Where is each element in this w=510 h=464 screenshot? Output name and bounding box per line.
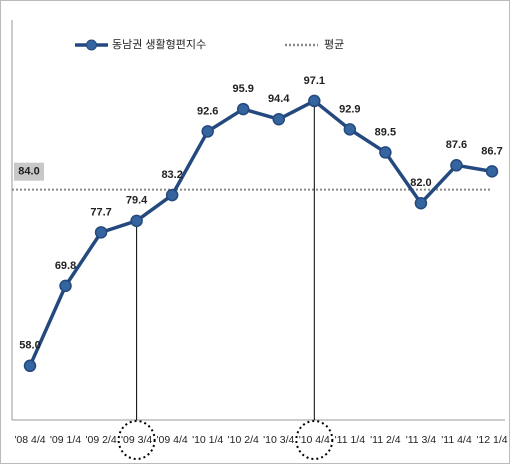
point: [379, 146, 392, 159]
value-label: 82.0: [410, 177, 431, 189]
point: [165, 188, 179, 202]
value-label: 92.9: [339, 103, 360, 115]
x-tick-label: '12 1/4: [476, 434, 507, 446]
point: [94, 226, 108, 239]
value-label: 89.5: [375, 126, 396, 138]
x-tick-label: '10 4/4: [299, 434, 330, 446]
value-label: 97.1: [304, 75, 325, 87]
x-tick-label: '11 4/4: [441, 434, 472, 446]
point: [201, 125, 214, 138]
value-label: 83.2: [161, 169, 182, 181]
value-label: 94.4: [268, 93, 290, 105]
point: [485, 165, 499, 178]
value-label: 58.0: [19, 340, 40, 352]
x-tick-label: '10 3/4: [263, 434, 294, 446]
legend-marker: [86, 39, 97, 51]
x-tick-label: '09 2/4: [85, 434, 116, 446]
value-label: 86.7: [481, 145, 502, 157]
point: [272, 112, 286, 126]
x-tick-label: '11 1/4: [335, 434, 366, 446]
x-tick-label: '09 1/4: [50, 434, 81, 446]
legend-label: 동남권 생활형편지수: [112, 37, 206, 51]
value-label: 87.6: [446, 139, 467, 151]
legend-average-label: 평균: [324, 38, 344, 51]
average-label: 84.0: [18, 166, 39, 178]
highlight-circle: [117, 420, 156, 460]
value-label: 77.7: [90, 206, 111, 218]
value-label: 92.6: [197, 105, 218, 117]
x-tick-label: '11 2/4: [370, 434, 401, 446]
point: [308, 94, 321, 108]
x-tick-label: '10 2/4: [228, 434, 259, 446]
value-label: 95.9: [233, 83, 254, 95]
value-label: 69.8: [55, 260, 76, 272]
point: [414, 196, 428, 210]
point: [450, 159, 463, 172]
average-label-box: [14, 162, 44, 181]
point: [130, 214, 143, 228]
point: [236, 102, 250, 116]
point: [343, 123, 357, 136]
x-tick-label: '08 4/4: [14, 434, 45, 446]
point: [59, 279, 72, 293]
value-label: 79.4: [126, 195, 148, 207]
x-tick-label: '09 4/4: [157, 434, 188, 446]
x-tick-label: '10 1/4: [192, 434, 223, 446]
x-tick-label: '09 3/4: [121, 434, 152, 446]
highlight-circle: [295, 420, 334, 460]
point: [23, 359, 37, 373]
x-tick-label: '11 3/4: [406, 434, 437, 446]
